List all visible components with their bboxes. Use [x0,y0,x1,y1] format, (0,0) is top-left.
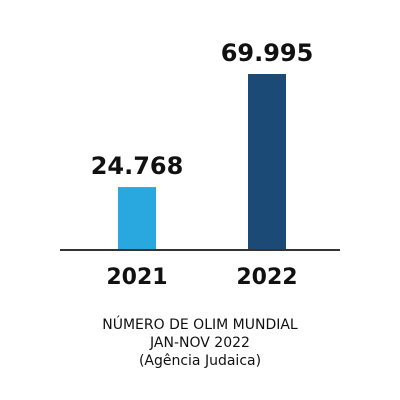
chart-subtitle: JAN-NOV 2022 [149,335,250,351]
chart-source: (Agência Judaica) [139,353,261,369]
bar [118,187,156,249]
value-label: 24.768 [91,152,184,180]
chart-title: NÚMERO DE OLIM MUNDIAL [102,315,298,333]
x-tick-label: 2021 [106,265,167,290]
bar [248,74,286,249]
value-label: 69.995 [221,39,314,67]
x-tick-label: 2022 [236,265,297,290]
